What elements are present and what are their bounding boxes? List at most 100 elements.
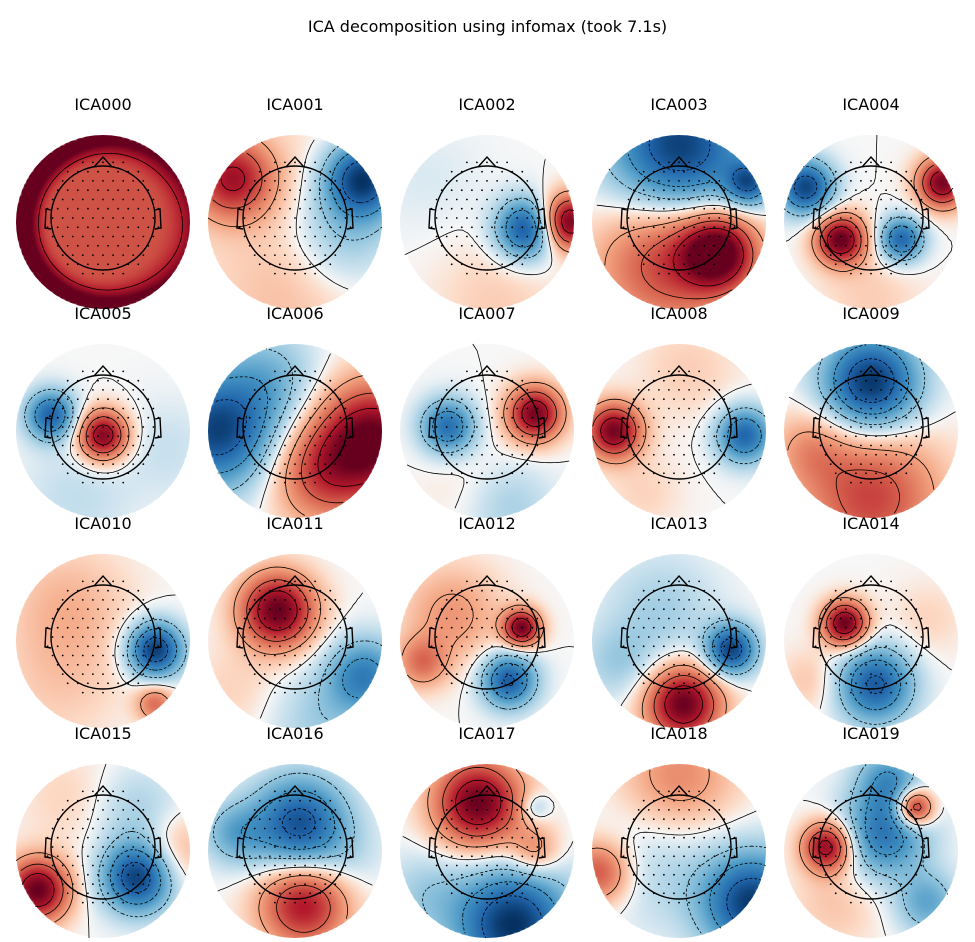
nose-outline [285,364,305,377]
right-ear-outline [346,208,354,230]
right-ear-outline [154,417,162,439]
component-title: ICA005 [74,304,131,323]
component-title: ICA018 [650,724,707,743]
topomap-ica014: ICA014 [784,514,958,728]
head-outline [242,794,348,900]
topomap-field [784,554,958,728]
nose-outline [861,364,881,377]
nose-outline [861,574,881,587]
contour-line [135,628,177,671]
contour-line [442,766,513,837]
right-ear-outline [346,837,354,859]
contour-line [653,675,715,728]
contour-line [92,424,114,446]
contour-line [233,566,322,655]
nose-outline [669,155,689,168]
contour-line [232,348,293,491]
topomap-ica004: ICA004 [783,95,958,309]
sensor-dots [238,161,352,275]
contour-line [561,209,575,234]
left-ear-outline [236,208,244,230]
topomap-ica003: ICA003 [592,95,767,309]
left-ear-outline [44,208,52,230]
sensor-dots [46,580,160,694]
contour-line [401,593,544,683]
contour-line [787,166,916,253]
contour-line [20,863,64,916]
contour-line [604,213,764,266]
contour-line [849,764,949,924]
right-ear-outline [538,837,546,859]
contour-line [318,640,383,721]
contour-line [672,227,744,287]
component-title: ICA012 [458,514,515,533]
sensor-dots [814,161,928,275]
contour-line [217,376,268,474]
left-ear-outline [812,627,820,649]
head-outline [818,374,924,480]
contour-line [213,772,355,860]
topomap-field [784,344,958,518]
component-title: ICA004 [842,95,899,114]
sensor-dots [814,580,928,694]
contour-line [685,845,767,934]
contour-line [462,881,555,934]
contour-line [819,164,954,262]
contour-line [98,830,172,918]
head-outline [50,374,156,480]
left-ear-outline [812,417,820,439]
topomap-ica016: ICA016 [208,724,382,938]
topomap-ica012: ICA012 [400,514,575,728]
left-ear-outline [44,837,52,859]
component-title: ICA006 [266,304,323,323]
sensor-dots [238,790,352,904]
contour-line [48,414,52,418]
contour-line [259,353,331,509]
component-title: ICA003 [650,95,707,114]
topomap-ica007: ICA007 [400,304,574,518]
contour-line [121,862,151,894]
topomap-field [16,764,190,938]
nose-outline [861,155,881,168]
left-ear-outline [428,417,436,439]
topomap-ica013: ICA013 [592,514,766,728]
contour-line [847,358,895,403]
topomap-field [208,135,382,309]
contour-line [34,399,66,432]
right-ear-outline [346,627,354,649]
right-ear-outline [346,417,354,439]
topomap-field [400,135,574,309]
sensor-dots [814,790,928,904]
right-ear-outline [538,627,546,649]
contour-line [866,675,885,694]
head-outline [434,794,540,900]
nose-outline [669,574,689,587]
contour-line [726,878,762,919]
contour-line [126,619,187,678]
left-ear-outline [44,417,52,439]
head-outline [242,165,348,271]
contour-line [458,646,575,724]
sensor-dots [430,370,544,484]
sensor-dots [622,580,736,694]
topomap-ica002: ICA002 [400,95,575,309]
contour-line [38,153,183,291]
right-ear-outline [730,837,738,859]
head-outline [626,584,732,690]
contour-line [342,658,379,699]
contour-line [787,431,935,490]
head-outline [50,584,156,690]
sensor-dots [622,161,736,275]
contour-line [301,392,373,504]
contour-line [835,469,900,514]
topomap-ica009: ICA009 [784,304,958,518]
contour-line [817,358,926,425]
topomap-ica006: ICA006 [208,304,382,518]
head-outline [626,165,732,271]
nose-outline [669,784,689,797]
component-title: ICA001 [266,95,323,114]
contour-line [21,873,55,907]
contour-line [833,611,857,634]
nose-outline [93,155,113,168]
topomap-ica001: ICA001 [207,95,383,309]
